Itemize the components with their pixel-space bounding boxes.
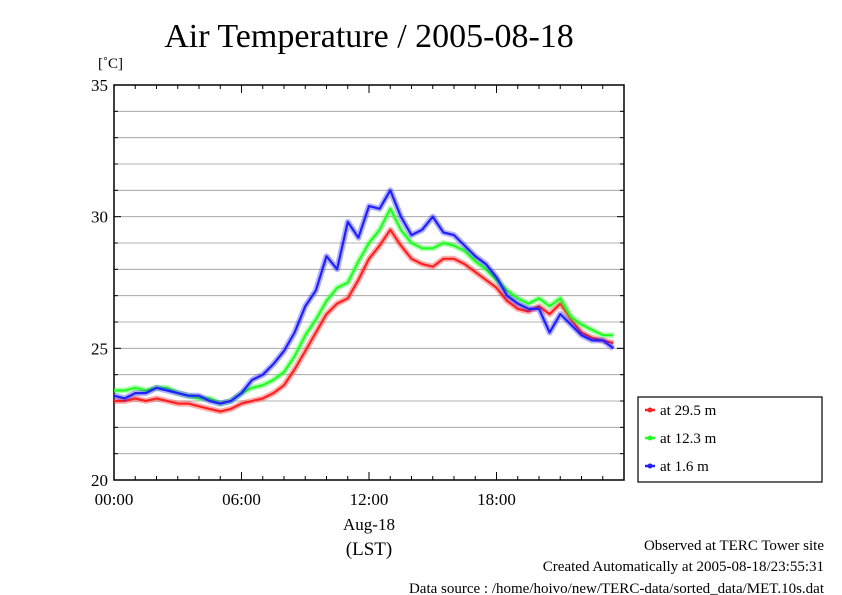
legend-label: at 12.3 m (660, 431, 717, 447)
y-ticks: 20 25 30 35 (91, 76, 624, 490)
footer-site: Observed at TERC Tower site (644, 538, 824, 554)
series-line-2 (113, 189, 615, 405)
legend-box (637, 396, 823, 483)
x-axis-date-label: Aug-18 (343, 515, 395, 534)
grid (114, 110, 624, 455)
legend-marker (647, 407, 653, 413)
legend-label: at 29.5 m (660, 403, 717, 419)
x-axis-unit-label: (LST) (346, 539, 392, 560)
legend-marker (647, 463, 653, 469)
footer-source: Data source : /home/hoivo/new/TERC-data/… (409, 581, 825, 595)
x-tick-label: 18:00 (477, 490, 516, 509)
series-line-1 (114, 207, 614, 405)
legend-marker (647, 435, 653, 441)
plot-frame (113, 84, 625, 481)
legend-label: at 1.6 m (660, 459, 709, 475)
y-tick-label: 20 (91, 471, 108, 490)
series-lines (113, 187, 616, 415)
chart-title: Air Temperature / 2005-08-18 (164, 18, 574, 55)
y-tick-label: 30 (91, 208, 108, 227)
x-tick-label: 06:00 (222, 490, 261, 509)
y-axis-label: [˚C] (98, 56, 123, 72)
x-tick-label: 00:00 (95, 490, 134, 509)
y-tick-label: 25 (91, 339, 108, 358)
footer-created: Created Automatically at 2005-08-18/23:5… (543, 559, 824, 575)
x-tick-label: 12:00 (350, 490, 389, 509)
y-tick-label: 35 (91, 76, 108, 95)
legend: at 29.5 m at 12.3 m at 1.6 m (637, 396, 823, 483)
x-ticks: 00:00 06:00 12:00 18:00 (95, 85, 625, 509)
series-line-0 (114, 228, 614, 413)
